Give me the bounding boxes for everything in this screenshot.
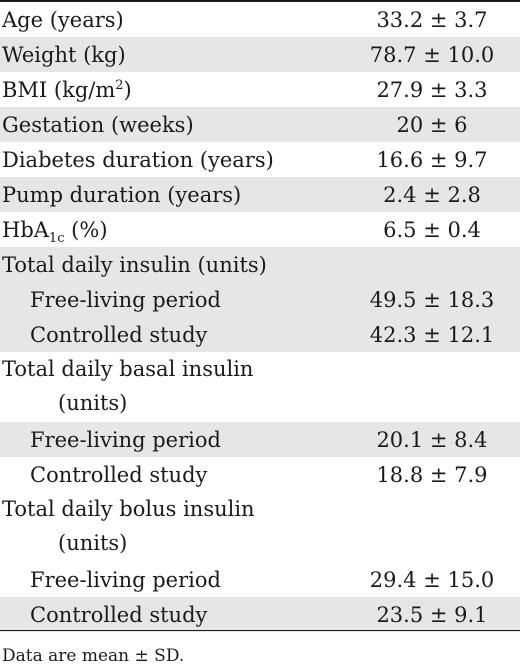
table-row: Total daily insulin (units)	[0, 247, 520, 282]
row-label: Gestation (weeks)	[0, 107, 342, 142]
row-value: 42.3 ± 12.1	[342, 317, 520, 352]
row-label-line-1: Total daily bolus insulin	[2, 497, 255, 521]
row-label: Controlled study	[0, 317, 342, 352]
row-label: Total daily basal insulin (units)	[0, 352, 342, 422]
table-row: Free-living period 20.1 ± 8.4	[0, 422, 520, 457]
table-row: Total daily bolus insulin (units)	[0, 492, 520, 562]
row-value	[342, 492, 520, 562]
row-label: Controlled study	[30, 462, 208, 487]
row-value: 29.4 ± 15.0	[369, 567, 495, 592]
table-row: Free-living period 29.4 ± 15.0	[0, 562, 520, 597]
row-value: 2.4 ± 2.8	[342, 177, 520, 212]
row-label-text-end: )	[123, 77, 132, 102]
row-value: 27.9 ± 3.3	[376, 77, 488, 102]
row-label: Pump duration (years)	[0, 177, 342, 212]
row-value	[342, 352, 520, 422]
table-row: Controlled study 42.3 ± 12.1	[0, 317, 520, 352]
table-row: HbA1c (%) 6.5 ± 0.4	[0, 212, 520, 247]
row-label: Controlled study	[0, 597, 342, 632]
row-label-subscript: 1c	[48, 230, 65, 246]
row-label-superscript: 2	[115, 77, 124, 93]
row-value: 16.6 ± 9.7	[376, 147, 488, 172]
row-label: Free-living period	[30, 567, 221, 592]
row-label: BMI (kg/m2)	[0, 72, 342, 107]
row-label-line-2: (units)	[58, 531, 128, 555]
table-row: Diabetes duration (years) 16.6 ± 9.7	[0, 142, 520, 177]
row-value	[342, 247, 520, 282]
row-label: Diabetes duration (years)	[2, 147, 274, 172]
table-row: Free-living period 49.5 ± 18.3	[0, 282, 520, 317]
row-value: 23.5 ± 9.1	[342, 597, 520, 632]
row-label: HbA1c (%)	[0, 212, 342, 247]
row-value: 6.5 ± 0.4	[383, 217, 481, 242]
table-row: Age (years) 33.2 ± 3.7	[0, 2, 520, 37]
table-row: Weight (kg) 78.7 ± 10.0	[0, 37, 520, 72]
row-value: 78.7 ± 10.0	[342, 37, 520, 72]
row-value: 33.2 ± 3.7	[376, 7, 488, 32]
row-value: 18.8 ± 7.9	[376, 462, 488, 487]
table-row: Pump duration (years) 2.4 ± 2.8	[0, 177, 520, 212]
row-label-text: HbA	[2, 217, 49, 242]
table-top-rule	[0, 0, 520, 2]
row-label: Total daily bolus insulin (units)	[0, 492, 342, 562]
row-value: 20.1 ± 8.4	[342, 422, 520, 457]
table-footnote: Data are mean ± SD.	[2, 646, 185, 666]
row-label: Free-living period	[0, 282, 342, 317]
row-label-line-1: Total daily basal insulin	[2, 357, 254, 381]
table-bottom-rule	[0, 630, 520, 631]
row-label: Age (years)	[2, 7, 124, 32]
characteristics-table: Age (years) 33.2 ± 3.7 Weight (kg) 78.7 …	[0, 2, 520, 632]
table-row: Gestation (weeks) 20 ± 6	[0, 107, 520, 142]
row-value: 20 ± 6	[342, 107, 520, 142]
table-row: Total daily basal insulin (units)	[0, 352, 520, 422]
table-row: Controlled study 18.8 ± 7.9	[0, 457, 520, 492]
row-label-text: BMI (kg/m	[2, 77, 116, 102]
row-label: Total daily insulin (units)	[0, 247, 342, 282]
row-label: Weight (kg)	[0, 37, 342, 72]
row-label: Free-living period	[0, 422, 342, 457]
row-label-line-2: (units)	[58, 391, 128, 415]
table-row: BMI (kg/m2) 27.9 ± 3.3	[0, 72, 520, 107]
table-row: Controlled study 23.5 ± 9.1	[0, 597, 520, 632]
row-label-text-end: (%)	[64, 217, 108, 242]
row-value: 49.5 ± 18.3	[342, 282, 520, 317]
